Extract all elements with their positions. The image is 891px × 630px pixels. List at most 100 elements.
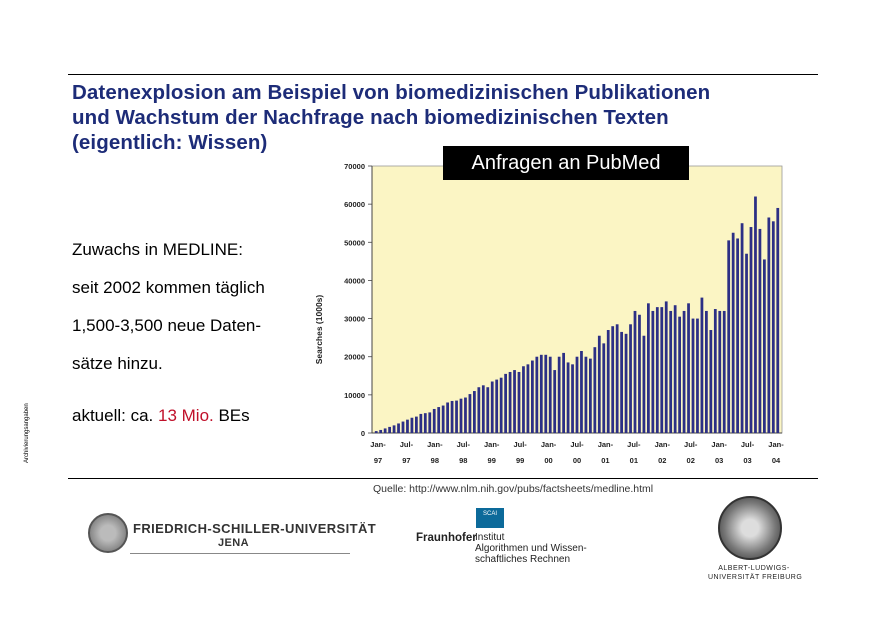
chart-bar [446, 402, 449, 433]
x-tick-label-bottom: 00 [544, 456, 552, 465]
chart-bar [450, 400, 454, 433]
freiburg-logo-line-1: ALBERT-LUDWIGS- [718, 565, 790, 572]
jena-seal-icon [88, 513, 128, 553]
chart-bar [410, 417, 414, 433]
chart-bar [513, 370, 516, 433]
text-line-4: sätze hinzu. [72, 354, 163, 373]
chart-bar [584, 356, 588, 433]
chart-bar [531, 360, 534, 433]
chart-bar [700, 297, 704, 433]
chart-bar [736, 238, 739, 433]
chart-bar [718, 310, 722, 433]
x-tick-label-bottom: 03 [743, 456, 751, 465]
x-tick-label-top: Jan- [655, 440, 671, 449]
chart-bar [651, 310, 655, 433]
chart-bar [629, 324, 632, 433]
chart-bar [597, 335, 601, 433]
chart-bar [526, 364, 530, 433]
chart-bar [539, 354, 543, 433]
freiburg-seal-icon [718, 496, 782, 560]
title-line-1: Datenexplosion am Beispiel von biomedizi… [72, 81, 711, 104]
title-line-2: und Wachstum der Nachfrage nach biomediz… [72, 106, 669, 129]
side-label: Archivierungsangaben [24, 403, 30, 463]
chart-bar [508, 371, 512, 433]
x-tick-label-top: Jul- [457, 440, 471, 449]
chart-bar [740, 223, 744, 433]
bottom-rule [68, 478, 818, 479]
source-note: Quelle: http://www.nlm.nih.gov/pubs/fact… [373, 483, 654, 495]
chart-bar [401, 421, 405, 433]
chart-bar [383, 428, 387, 433]
chart-bar [432, 408, 436, 433]
y-tick-label: 50000 [344, 238, 365, 247]
chart-bar [642, 335, 646, 433]
jena-logo-line-2: JENA [218, 537, 249, 549]
fraunhofer-subtitle-2: Algorithmen und Wissen- [475, 543, 587, 554]
scai-box-label: SCAI [482, 511, 497, 517]
chart-bar [392, 425, 396, 433]
chart-bar [562, 352, 565, 433]
chart-bar [566, 362, 570, 433]
fraunhofer-subtitle-1: Institut [475, 532, 505, 543]
chart-bar [606, 330, 610, 433]
chart-bar [602, 343, 606, 433]
title-line-3: (eigentlich: Wissen) [72, 131, 268, 154]
chart-bar [589, 358, 592, 433]
chart-bar [709, 330, 713, 433]
x-tick-label-bottom: 97 [374, 456, 382, 465]
fraunhofer-subtitle: Institut Algorithmen und Wissen- schaftl… [475, 532, 587, 565]
chart-bar [687, 303, 690, 433]
chart-bar [745, 253, 748, 433]
x-tick-label-top: Jul- [570, 440, 584, 449]
chart-bar [481, 385, 485, 433]
chart-bar [517, 371, 521, 433]
chart-bar [397, 423, 400, 433]
page-title: Datenexplosion am Beispiel von biomedizi… [72, 80, 832, 155]
chart-bar [611, 326, 615, 433]
x-tick-label-top: Jan- [768, 440, 784, 449]
x-tick-label-bottom: 02 [658, 456, 666, 465]
text-line-5-highlight: 13 Mio. [158, 406, 214, 425]
chart-bar [464, 397, 467, 433]
chart-bar [771, 221, 775, 433]
x-tick-label-top: Jul- [741, 440, 755, 449]
jena-logo-rule [130, 553, 350, 554]
chart-bar [406, 419, 409, 433]
freiburg-logo-line-2: UNIVERSITÄT FREIBURG [708, 574, 803, 581]
chart-bar [495, 379, 499, 433]
x-tick-label-bottom: 04 [772, 456, 781, 465]
chart-bar [580, 350, 583, 433]
x-tick-label-bottom: 03 [715, 456, 723, 465]
chart-bar [660, 307, 664, 433]
x-tick-label-bottom: 01 [601, 456, 609, 465]
x-tick-label-bottom: 02 [687, 456, 695, 465]
chart-bar [575, 356, 579, 433]
text-line-1: Zuwachs in MEDLINE: [72, 240, 243, 259]
chart-bar [669, 310, 673, 433]
x-tick-label-bottom: 99 [516, 456, 524, 465]
y-axis-label: Searches (1000s) [314, 295, 324, 365]
chart-bar [571, 364, 574, 433]
chart-bar [638, 314, 641, 433]
y-tick-label: 40000 [344, 276, 365, 285]
chart-bar [682, 310, 686, 433]
chart-bar [522, 366, 525, 433]
chart-bar [615, 324, 619, 433]
chart-bar [754, 196, 757, 433]
chart-bar [722, 310, 726, 433]
x-tick-label-bottom: 01 [630, 456, 638, 465]
chart-bar [758, 228, 762, 433]
chart-bar [691, 318, 695, 433]
x-tick-label-top: Jan- [427, 440, 443, 449]
fraunhofer-subtitle-3: schaftliches Rechnen [475, 554, 571, 565]
x-tick-label-top: Jul- [684, 440, 698, 449]
chart-bar [504, 373, 507, 433]
chart-bar [678, 316, 681, 433]
chart-bar [553, 370, 557, 433]
chart-bar [388, 426, 391, 433]
pubmed-chart: 0 10000 20000 30000 40000 50000 60000 70000 Sear… [305, 150, 795, 470]
chart-bar [419, 413, 423, 433]
chart-bar [620, 331, 623, 433]
freiburg-logo-text: ALBERT-LUDWIGS- UNIVERSITÄT FREIBURG [708, 564, 803, 582]
y-tick-label: 10000 [344, 391, 365, 400]
